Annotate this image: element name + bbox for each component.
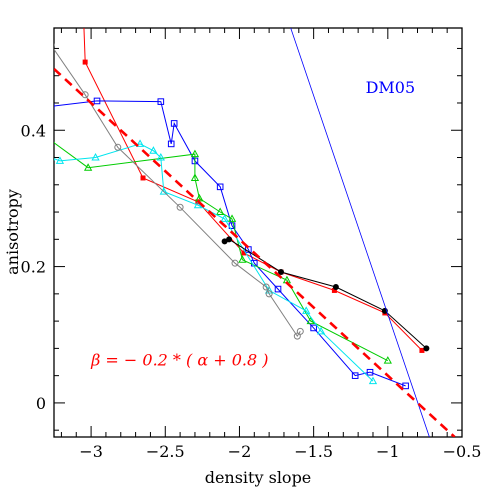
data-point — [170, 120, 178, 127]
data-point — [216, 183, 224, 191]
series-line — [83, 28, 423, 351]
data-point — [114, 143, 122, 151]
data-point — [216, 207, 225, 216]
data-point — [332, 284, 339, 291]
data-point — [91, 152, 100, 161]
data-point — [231, 259, 239, 267]
y-tick-label: 0.4 — [21, 121, 46, 140]
series-layer — [54, 19, 456, 437]
series-line — [224, 238, 427, 349]
series-line — [54, 142, 389, 362]
x-tick-label: −2 — [228, 442, 252, 461]
data-point — [402, 382, 409, 390]
fit-formula-label: β = − 0.2 * ( α + 0.8 ) — [90, 350, 268, 369]
x-tick-label: −1 — [376, 442, 400, 461]
y-tick-label: 0 — [36, 394, 46, 413]
data-point — [167, 140, 175, 148]
data-point — [190, 173, 200, 181]
data-point — [54, 141, 56, 144]
data-point — [82, 59, 88, 65]
x-tick-label: −3 — [79, 442, 103, 461]
data-point — [368, 376, 378, 385]
series-line — [290, 28, 430, 437]
data-point — [81, 19, 86, 24]
data-point — [296, 327, 304, 335]
y-axis-title: anisotropy — [3, 189, 22, 275]
x-tick-label: −1.5 — [294, 442, 333, 461]
data-point — [265, 290, 273, 298]
series-0 — [81, 19, 425, 353]
data-point — [351, 372, 359, 379]
data-point — [302, 306, 311, 314]
data-point — [277, 269, 284, 276]
series-2 — [54, 141, 392, 364]
plot-frame — [53, 27, 463, 438]
series-4 — [221, 236, 430, 352]
x-tick-label: −2.5 — [146, 442, 185, 461]
annotations: DM05 β = − 0.2 * ( α + 0.8 ) — [90, 78, 415, 370]
data-point — [157, 98, 165, 105]
data-point — [310, 324, 317, 332]
series-line — [54, 67, 456, 437]
series-5 — [54, 43, 304, 340]
data-point — [54, 158, 56, 161]
series-3 — [54, 139, 378, 385]
dm05-label: DM05 — [366, 78, 416, 97]
data-point — [316, 326, 326, 335]
data-point — [238, 255, 247, 263]
series-line — [54, 100, 406, 387]
data-point — [156, 152, 165, 161]
data-point — [226, 236, 233, 243]
data-point — [176, 203, 184, 211]
data-point — [306, 316, 315, 325]
data-point — [419, 347, 425, 353]
data-point — [159, 187, 168, 195]
data-point — [83, 163, 93, 171]
data-point — [54, 43, 55, 47]
data-point — [366, 368, 374, 376]
data-point — [135, 139, 145, 147]
data-point — [241, 250, 247, 256]
data-point — [274, 285, 282, 293]
data-point — [227, 214, 237, 222]
series-line — [54, 48, 301, 338]
series-7 — [54, 67, 456, 437]
data-point — [193, 200, 203, 209]
data-point — [55, 156, 65, 164]
data-point — [383, 356, 392, 364]
axis-ticks — [54, 28, 462, 437]
tick-labels: −3 −2.5 −2 −1.5 −1 −0.5 0 0.2 0.4 — [21, 121, 482, 461]
series-1 — [54, 97, 409, 390]
data-point — [331, 287, 337, 293]
series-line — [54, 143, 374, 382]
x-tick-label: −0.5 — [443, 442, 482, 461]
data-point — [220, 214, 229, 222]
x-axis-title: density slope — [205, 468, 312, 487]
data-point — [140, 175, 146, 181]
data-point — [262, 283, 270, 291]
data-point — [54, 103, 55, 110]
data-point — [423, 345, 430, 352]
data-point — [221, 238, 228, 245]
series-6 — [290, 28, 430, 437]
data-point — [190, 149, 200, 158]
data-point — [149, 146, 158, 154]
y-tick-label: 0.2 — [21, 258, 46, 277]
data-point — [93, 97, 101, 105]
